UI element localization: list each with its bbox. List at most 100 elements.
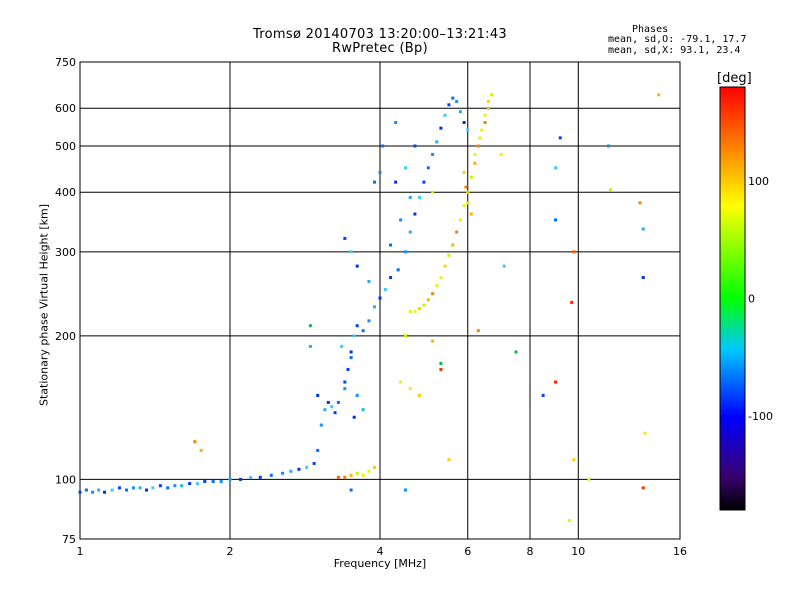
data-point-x xyxy=(608,188,612,192)
data-point-x xyxy=(478,136,482,140)
data-point-o xyxy=(343,380,347,384)
data-point-o xyxy=(78,490,82,494)
data-points xyxy=(78,93,661,523)
data-point-other xyxy=(572,250,576,254)
data-point-o xyxy=(173,484,177,488)
data-point-o xyxy=(355,264,359,268)
y-tick-label: 500 xyxy=(55,140,76,153)
data-point-x xyxy=(343,475,347,479)
data-point-o xyxy=(641,227,645,231)
data-point-x xyxy=(367,469,371,473)
data-point-o xyxy=(422,180,426,184)
data-point-x xyxy=(417,307,421,311)
data-point-x xyxy=(455,230,459,234)
data-point-x xyxy=(572,458,576,462)
grid-lines xyxy=(80,62,680,539)
phases-heading: Phases xyxy=(632,24,669,35)
data-point-x xyxy=(476,329,480,333)
data-point-other xyxy=(439,367,443,371)
data-point-o xyxy=(447,103,451,107)
data-point-o xyxy=(396,268,400,272)
data-point-o xyxy=(138,486,142,490)
data-point-o xyxy=(413,212,417,216)
data-point-o xyxy=(378,296,382,300)
data-point-o xyxy=(403,250,407,254)
data-point-o xyxy=(323,408,327,412)
y-tick-label: 600 xyxy=(55,102,76,115)
data-point-o xyxy=(281,471,285,475)
chart-subtitle: RwPretec (Bp) xyxy=(332,41,428,56)
data-point-o xyxy=(308,344,312,348)
data-point-o xyxy=(228,477,232,481)
data-point-o xyxy=(462,121,466,125)
x-tick-label: 16 xyxy=(673,545,687,558)
data-point-x xyxy=(587,477,591,481)
data-point-o xyxy=(340,344,344,348)
x-tick-labels: 1 2 4 6 8 10 16 xyxy=(77,545,688,558)
data-point-o xyxy=(195,482,199,486)
data-point-x xyxy=(567,519,571,523)
data-point-x xyxy=(417,393,421,397)
data-point-other xyxy=(570,300,574,304)
data-point-o xyxy=(343,236,347,240)
phases-o-stats: mean, sd,O: -79.1, 17.7 xyxy=(608,34,747,45)
data-point-o xyxy=(403,488,407,492)
data-point-x xyxy=(657,93,661,97)
data-point-o xyxy=(394,121,398,125)
colorbar-tick-label: 100 xyxy=(748,175,769,188)
data-point-other xyxy=(553,380,557,384)
colorbar-ticks: 100 0 -100 xyxy=(748,175,773,423)
data-point-o xyxy=(180,484,184,488)
data-point-o xyxy=(383,288,387,292)
data-point-o xyxy=(426,166,430,170)
data-point-x xyxy=(462,204,466,208)
data-point-o xyxy=(166,486,170,490)
data-point-o xyxy=(607,144,611,148)
data-point-o xyxy=(349,488,353,492)
data-point-x xyxy=(476,144,480,148)
data-point-x xyxy=(469,175,473,179)
data-point-x xyxy=(361,473,365,477)
data-point-x xyxy=(462,170,466,174)
data-point-o xyxy=(458,110,462,114)
data-point-x xyxy=(464,185,468,189)
data-point-x xyxy=(439,276,443,280)
data-point-o xyxy=(145,488,149,492)
data-point-other xyxy=(308,324,312,328)
data-point-o xyxy=(352,415,356,419)
data-point-x xyxy=(490,93,494,97)
data-point-o xyxy=(641,276,645,280)
data-point-x xyxy=(349,473,353,477)
data-point-o xyxy=(558,136,562,140)
data-point-o xyxy=(378,170,382,174)
data-point-x xyxy=(431,190,435,194)
data-point-o xyxy=(413,144,417,148)
data-point-o xyxy=(553,218,557,222)
data-point-x xyxy=(483,121,487,125)
data-point-o xyxy=(408,195,412,199)
data-point-o xyxy=(203,479,207,483)
x-tick-label: 4 xyxy=(377,545,384,558)
data-point-o xyxy=(269,473,273,477)
colorbar xyxy=(719,86,746,511)
data-point-o xyxy=(97,488,101,492)
data-point-o xyxy=(188,482,192,486)
data-point-o xyxy=(219,479,223,483)
y-tick-label: 400 xyxy=(55,186,76,199)
x-tick-label: 8 xyxy=(527,545,534,558)
data-point-other xyxy=(439,361,443,365)
data-point-x xyxy=(193,440,197,444)
data-point-o xyxy=(399,218,403,222)
data-point-o xyxy=(381,144,385,148)
data-point-x xyxy=(408,387,412,391)
data-point-o xyxy=(361,329,365,333)
data-point-x xyxy=(451,243,455,247)
data-point-o xyxy=(466,128,470,132)
data-point-x xyxy=(435,283,439,287)
data-point-o xyxy=(373,305,377,309)
data-point-o xyxy=(336,400,340,404)
colorbar-unit-label: [deg] xyxy=(717,71,752,86)
y-axis-label: Stationary phase Virtual Height [km] xyxy=(37,203,51,407)
data-point-x xyxy=(473,152,477,156)
